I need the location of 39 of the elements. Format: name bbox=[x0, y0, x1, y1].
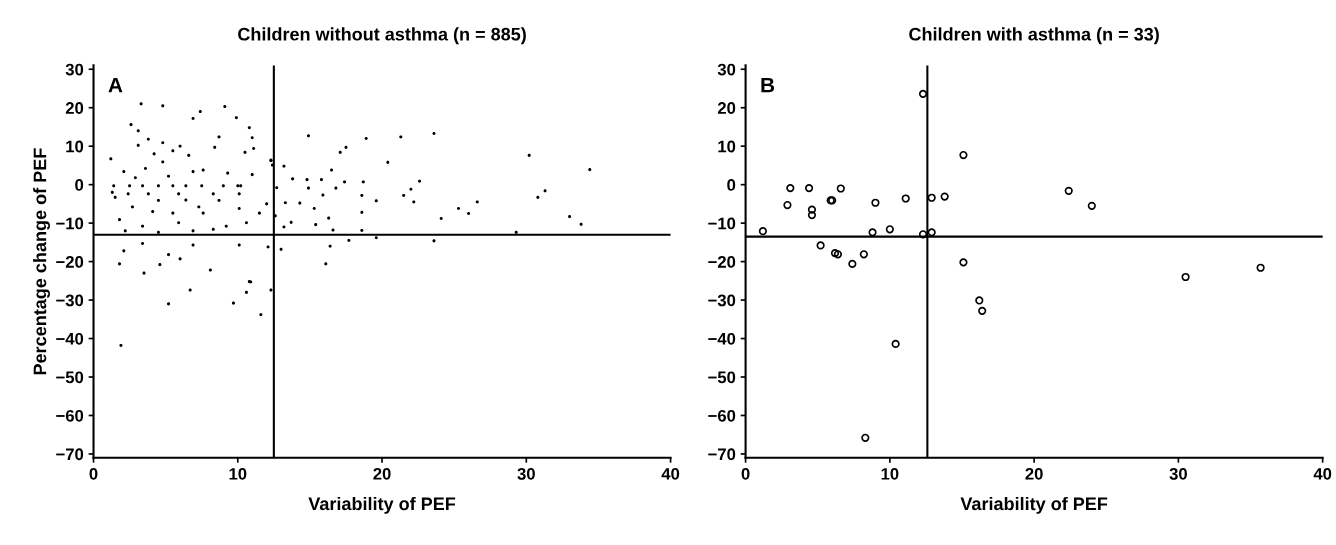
y-tick-label: 30 bbox=[65, 63, 84, 76]
x-tick-label: 40 bbox=[661, 467, 680, 480]
y-tick-label: 0 bbox=[75, 179, 84, 191]
x-tick-label: 30 bbox=[1169, 467, 1187, 480]
annotation: B bbox=[761, 77, 775, 93]
chart-title: Children with asthma (n = 33) bbox=[909, 27, 1159, 45]
y-tick-label: −30 bbox=[56, 294, 84, 307]
y-tick-label: −50 bbox=[56, 371, 84, 384]
x-tick-label: 40 bbox=[1313, 467, 1332, 480]
y-tick-label: −70 bbox=[708, 448, 736, 461]
chart-title: Children without asthma (n = 885) bbox=[238, 27, 526, 45]
y-tick-label: −10 bbox=[708, 217, 736, 230]
x-axis-title: Variability of PEF bbox=[960, 496, 1108, 514]
y-tick-label: −70 bbox=[56, 448, 84, 461]
y-tick-label: −20 bbox=[708, 256, 736, 268]
x-tick-label: 0 bbox=[89, 467, 98, 480]
y-tick-label: −30 bbox=[708, 294, 736, 307]
y-tick-label: −60 bbox=[56, 409, 84, 422]
y-tick-label: −10 bbox=[56, 217, 84, 230]
y-tick-label: −50 bbox=[708, 371, 736, 384]
y-axis-title: Percentage change of PEF bbox=[33, 148, 50, 375]
y-tick-label: 10 bbox=[718, 140, 736, 153]
y-tick-label: 10 bbox=[66, 140, 84, 153]
annotation: A bbox=[108, 77, 123, 93]
y-tick-label: 30 bbox=[717, 63, 736, 76]
y-tick-label: 0 bbox=[727, 179, 736, 191]
x-tick-label: 10 bbox=[881, 467, 899, 480]
x-tick-label: 30 bbox=[517, 467, 535, 480]
y-tick-label: −60 bbox=[708, 409, 736, 422]
x-tick-label: 20 bbox=[1025, 467, 1043, 480]
y-tick-label: 20 bbox=[717, 102, 736, 114]
y-tick-label: 20 bbox=[65, 102, 84, 114]
x-tick-label: 20 bbox=[373, 467, 391, 480]
x-axis-title: Variability of PEF bbox=[308, 496, 456, 514]
y-tick-label: −40 bbox=[708, 332, 736, 345]
y-tick-label: −40 bbox=[56, 332, 84, 345]
x-tick-label: 0 bbox=[741, 467, 750, 480]
y-tick-label: −20 bbox=[56, 256, 84, 268]
x-tick-label: 10 bbox=[229, 467, 247, 480]
